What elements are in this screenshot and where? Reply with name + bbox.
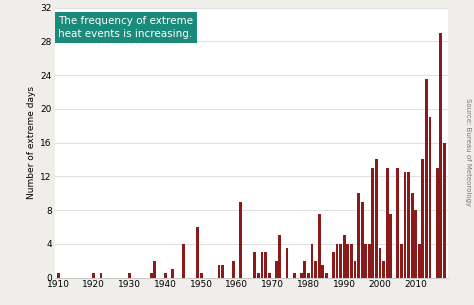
Bar xyxy=(436,168,438,278)
Bar xyxy=(164,273,167,278)
Bar xyxy=(232,261,235,278)
Bar xyxy=(257,273,260,278)
Bar xyxy=(321,265,324,278)
Bar xyxy=(200,273,202,278)
Bar xyxy=(354,261,356,278)
Text: Source: Bureau of Meteorology: Source: Bureau of Meteorology xyxy=(465,99,471,206)
Bar xyxy=(368,244,371,278)
Bar xyxy=(254,252,256,278)
Bar xyxy=(307,273,310,278)
Bar xyxy=(375,160,378,278)
Bar xyxy=(300,273,303,278)
Bar xyxy=(339,244,342,278)
Bar xyxy=(425,79,428,278)
Bar xyxy=(421,160,424,278)
Bar xyxy=(314,261,317,278)
Bar xyxy=(407,172,410,278)
Bar xyxy=(350,244,353,278)
Bar xyxy=(411,193,414,278)
Bar xyxy=(310,244,313,278)
Bar xyxy=(57,273,60,278)
Bar xyxy=(293,273,296,278)
Bar xyxy=(261,252,264,278)
Text: The frequency of extreme
heat events is increasing.: The frequency of extreme heat events is … xyxy=(58,16,193,39)
Bar xyxy=(303,261,306,278)
Bar xyxy=(414,210,417,278)
Bar xyxy=(364,244,367,278)
Bar xyxy=(386,168,389,278)
Bar xyxy=(400,244,403,278)
Bar xyxy=(128,273,131,278)
Bar xyxy=(318,214,320,278)
Bar xyxy=(396,168,399,278)
Bar xyxy=(221,265,224,278)
Bar xyxy=(196,227,199,278)
Bar xyxy=(285,248,288,278)
Bar xyxy=(379,248,382,278)
Bar xyxy=(239,202,242,278)
Bar xyxy=(278,235,281,278)
Bar xyxy=(357,193,360,278)
Bar xyxy=(150,273,153,278)
Bar xyxy=(346,244,349,278)
Bar xyxy=(100,273,102,278)
Bar xyxy=(275,261,278,278)
Bar xyxy=(382,261,385,278)
Y-axis label: Number of extreme days: Number of extreme days xyxy=(27,86,36,199)
Bar xyxy=(428,117,431,278)
Bar xyxy=(389,214,392,278)
Bar xyxy=(153,261,156,278)
Bar xyxy=(332,252,335,278)
Bar xyxy=(403,172,406,278)
Bar xyxy=(325,273,328,278)
Bar xyxy=(92,273,95,278)
Bar xyxy=(361,202,364,278)
Bar xyxy=(439,33,442,278)
Bar xyxy=(171,269,174,278)
Bar xyxy=(218,265,220,278)
Bar xyxy=(264,252,267,278)
Bar xyxy=(372,168,374,278)
Bar xyxy=(443,143,446,278)
Bar xyxy=(182,244,185,278)
Bar xyxy=(268,273,271,278)
Bar xyxy=(343,235,346,278)
Bar xyxy=(418,244,421,278)
Bar xyxy=(336,244,338,278)
